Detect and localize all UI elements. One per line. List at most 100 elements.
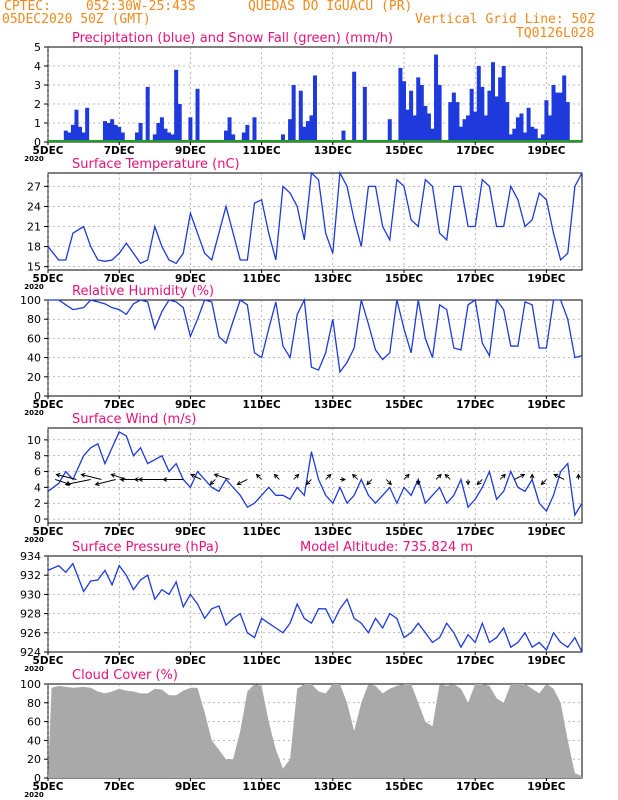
temp-xtick-label: 19DEC [527, 273, 566, 285]
precip-bar [476, 66, 481, 142]
precip-bar [455, 102, 460, 142]
wind-xtick-label: 9DEC [175, 526, 206, 538]
wind-ytick-label: 8 [34, 450, 41, 463]
header-date: 05DEC2020 50Z (GMT) [2, 12, 151, 27]
precip-bar [451, 92, 456, 142]
pres-xtick-label: 15DEC [385, 655, 424, 667]
temp-xtick-label: 13DEC [314, 273, 353, 285]
precip-bar [85, 107, 90, 142]
precip-bar [135, 132, 139, 142]
pres-ytick-label: 928 [20, 608, 41, 621]
wind-vector-head [137, 477, 143, 482]
wind-vector [325, 474, 332, 480]
wind-vector-head [437, 473, 442, 479]
cloud-ytick-label: 0 [34, 772, 41, 785]
rh-ytick-label: 0 [34, 390, 41, 403]
wind-vector-head [476, 480, 482, 486]
wind-xtick-label: 11DEC [242, 526, 281, 538]
wind-vector-head [326, 473, 332, 479]
temp-panel: 15 18 21 24 27 5DEC 7DEC 9DEC 11DEC 13DEC 15DEC 17D… [24, 157, 583, 291]
precip-ytick-label: 4 [34, 60, 41, 73]
cloud-xtick-label: 5DEC [33, 781, 64, 793]
cloud-xtick-label: 19DEC [527, 781, 566, 793]
temp-ytick-label: 15 [27, 261, 41, 274]
header-source: CPTEC: [4, 0, 51, 14]
precip-bar [120, 132, 125, 142]
wind-vector [514, 474, 525, 480]
rh-ytick-label: 60 [27, 332, 41, 345]
temp-year-label: 2020 [24, 283, 44, 291]
precip-ytick-label: 2 [34, 98, 41, 111]
cloud-xtick-label: 17DEC [456, 781, 495, 793]
pres-ytick-label: 930 [20, 588, 41, 601]
header-location: QUEDAS DO IGUACU (PR) [248, 0, 413, 14]
precip-xtick-label: 11DEC [242, 145, 281, 157]
precip-bar [152, 134, 157, 142]
wind-vector [81, 473, 102, 480]
header-grid-note: Vertical Grid Line: 50Z [415, 12, 596, 27]
wind-frame [47, 427, 583, 524]
wind-vector-head [119, 477, 125, 482]
precip-bar [170, 134, 175, 142]
precip-year-label: 2020 [24, 155, 44, 163]
temp-xtick-label: 11DEC [242, 273, 281, 285]
temp-ytick-label: 24 [27, 200, 41, 213]
wind-series-line [47, 431, 583, 517]
precip-bar [480, 86, 485, 142]
precip-xtick-label: 5DEC [33, 145, 64, 157]
rh-xtick-label: 17DEC [456, 399, 495, 411]
wind-panel: 0 2 4 6 8 10 5DEC 7DEC 9DEC 11DEC 13DEC 15DEC 17DEC 1… [24, 412, 583, 544]
precip-bar [224, 130, 228, 142]
wind-vector-head [162, 477, 168, 482]
wind-vector [366, 479, 373, 485]
precip-bar [498, 77, 503, 142]
temp-series-line [47, 170, 583, 265]
pres-ytick-label: 934 [20, 550, 41, 563]
temp-frame [47, 172, 583, 271]
precip-bar [530, 126, 535, 142]
wind-vector-head [110, 473, 116, 478]
wind-vector [65, 478, 91, 485]
precip-ytick-label: 1 [34, 117, 41, 130]
cloud-ytick-label: 20 [27, 753, 41, 766]
pres-xtick-label: 19DEC [527, 655, 566, 667]
cloud-xtick-label: 15DEC [385, 781, 424, 793]
precip-bar [110, 119, 115, 142]
wind-vector [403, 474, 410, 480]
precip-bar [70, 124, 75, 142]
precip-bar [302, 126, 307, 142]
wind-vector [444, 474, 451, 480]
wind-vector [209, 479, 216, 485]
wind-vector-head [351, 473, 357, 479]
wind-xtick-label: 19DEC [527, 526, 566, 538]
wind-vector [385, 479, 392, 485]
precip-bar [241, 132, 246, 142]
precip-bar [74, 109, 79, 142]
precip-bar [494, 96, 499, 142]
precip-ytick-label: 5 [34, 41, 41, 54]
pres-year-label: 2020 [24, 665, 44, 673]
precip-bar [195, 88, 200, 142]
wind-vector-head [341, 477, 346, 482]
precip-xtick-label: 17DEC [456, 145, 495, 157]
precip-bar [113, 124, 118, 142]
precip-bar [437, 85, 442, 142]
cloud-panel: 0 20 40 60 80 100 5DEC 7DEC 9DEC 11DEC 13DEC 15DEC 1… [20, 668, 583, 799]
precip-bar [473, 111, 478, 142]
precip-bar [63, 130, 68, 142]
precip-bar [526, 107, 531, 142]
rh-xtick-label: 9DEC [175, 399, 206, 411]
precip-bar [540, 134, 545, 142]
pres-frame [47, 555, 583, 653]
wind-vector [553, 474, 565, 480]
precip-bar [412, 115, 417, 142]
wind-vector-head [553, 473, 559, 479]
precip-bar [352, 71, 357, 142]
wind-ytick-label: 10 [27, 434, 41, 447]
pres-subtitle: Model Altitude: 735.824 m [300, 540, 473, 555]
wind-year-label: 2020 [24, 536, 44, 544]
precip-bar [508, 134, 513, 142]
wind-vector [293, 474, 299, 480]
precip-title: Precipitation (blue) and Snow Fall (gree… [72, 31, 393, 46]
precip-bar [487, 90, 492, 142]
